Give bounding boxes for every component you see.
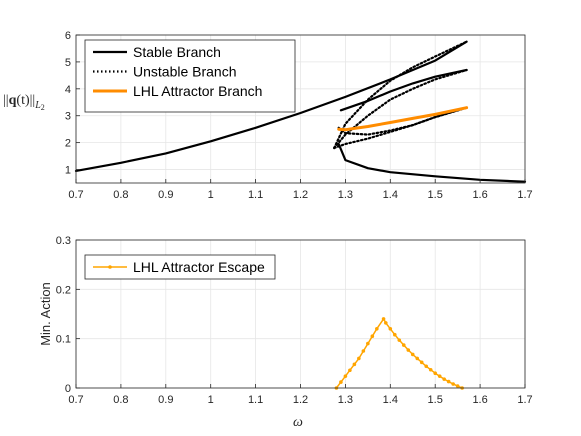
y-tick-label: 5 <box>65 57 71 69</box>
lhl-attractor-escape-point <box>437 374 442 378</box>
bottom-y-axis-label: Min. Action <box>38 282 53 346</box>
x-tick-label: 1.7 <box>517 394 532 406</box>
x-tick-label: 1.1 <box>248 394 263 406</box>
x-tick-label: 1.2 <box>293 189 308 201</box>
lhl-attractor-escape-point <box>392 332 397 337</box>
lhl-attractor-escape-point <box>397 338 402 342</box>
lhl-attractor-escape-point <box>410 352 415 357</box>
lhl-attractor-escape-point <box>451 382 455 386</box>
lhl-attractor-escape-point <box>406 348 411 352</box>
lhl-attractor-escape-point <box>424 364 429 369</box>
bottom-panel: 0.7 0.8 0.9 1 1.1 1.2 1.3 1.4 1.5 1.6 1.7 0 0.1 0.2 0.… <box>56 235 533 406</box>
stable-branch-line <box>339 68 468 112</box>
lhl-attractor-escape-point <box>446 379 451 384</box>
lhl-attractor-escape-point <box>433 371 438 376</box>
y-tick-label: 3 <box>65 111 71 123</box>
top-tick-labels: 0.7 0.8 0.9 1 1.1 1.2 1.3 1.4 1.5 1.6 1.7 1 2 3 4 5 6 <box>65 30 533 201</box>
legend-label-unstable-branch: Unstable Branch <box>133 64 237 80</box>
lhl-attractor-escape-point <box>348 368 352 373</box>
x-tick-label: 0.9 <box>158 189 173 201</box>
x-tick-label: 1.7 <box>517 189 532 201</box>
lhl-attractor-escape-point <box>343 374 348 378</box>
x-tick-label: 1.4 <box>383 394 398 406</box>
x-tick-label: 1.4 <box>383 189 398 201</box>
y-tick-label: 4 <box>65 84 71 96</box>
lhl-attractor-escape-point <box>455 384 460 388</box>
lhl-attractor-escape-point <box>428 367 433 372</box>
lhl-attractor-escape-point <box>415 356 420 361</box>
x-tick-label: 1.3 <box>338 189 353 201</box>
lhl-attractor-escape-point <box>370 334 375 339</box>
bottom-x-axis-label: ω <box>293 415 303 430</box>
y-tick-label: 0 <box>65 383 71 395</box>
legend-label-stable-branch: Stable Branch <box>133 44 221 60</box>
y-tick-label: 0.3 <box>56 235 71 247</box>
lhl-attractor-escape-point <box>419 360 424 365</box>
unstable-branch-line <box>333 68 468 150</box>
y-tick-label: 2 <box>65 138 71 150</box>
lhl-attractor-escape-point <box>442 377 446 381</box>
x-tick-label: 0.9 <box>158 394 173 406</box>
x-tick-label: 0.8 <box>113 394 128 406</box>
x-tick-label: 0.8 <box>113 189 128 201</box>
x-tick-label: 1.6 <box>472 394 487 406</box>
x-tick-label: 1.6 <box>472 189 487 201</box>
unstable-branch-line <box>337 106 468 136</box>
bottom-legend: LHL Attractor Escape <box>84 254 276 280</box>
lhl-attractor-escape-point <box>401 343 406 347</box>
legend-marker-lhl-attractor-escape <box>108 265 112 269</box>
top-legend: Stable Branch Unstable Branch LHL Attracto… <box>84 39 296 113</box>
x-tick-label: 1.2 <box>293 394 308 406</box>
x-tick-label: 1.5 <box>428 394 443 406</box>
stable-branch-line <box>74 40 468 172</box>
x-tick-label: 1.3 <box>338 394 353 406</box>
lhl-attractor-escape-point <box>388 327 393 331</box>
legend-label-lhl-attractor-branch: LHL Attractor Branch <box>133 83 262 99</box>
top-panel: 0.7 0.8 0.9 1 1.1 1.2 1.3 1.4 1.5 1.6 1.7 1 2 3 4 5 6 St… <box>65 30 533 201</box>
lhl-attractor-escape-point <box>357 356 361 361</box>
unstable-branch-line <box>333 40 468 150</box>
lhl-attractor-escape-point <box>384 321 388 325</box>
top-y-axis-label: ||q(t)||L2 <box>3 93 45 112</box>
y-tick-label: 0.2 <box>56 284 71 296</box>
lhl-attractor-escape-point <box>339 380 343 384</box>
bottom-tick-labels: 0.7 0.8 0.9 1 1.1 1.2 1.3 1.4 1.5 1.6 1.7 0 0.1 0.2 0.… <box>56 235 533 406</box>
y-tick-label: 1 <box>65 165 71 177</box>
legend-box <box>84 254 276 280</box>
lhl-attractor-escape-point <box>361 349 366 353</box>
lhl-attractor-branch-line <box>337 106 469 132</box>
lhl-attractor-escape-point <box>375 327 379 331</box>
x-tick-label: 0.7 <box>68 189 83 201</box>
y-tick-label: 0.1 <box>56 334 71 346</box>
x-tick-label: 0.7 <box>68 394 83 406</box>
x-tick-label: 1 <box>208 394 214 406</box>
lhl-attractor-escape-point <box>352 362 357 367</box>
lhl-attractor-escape-point <box>381 317 386 321</box>
x-tick-label: 1 <box>208 189 214 201</box>
y-tick-label: 6 <box>65 30 71 42</box>
lhl-attractor-escape-point <box>366 341 370 346</box>
legend-label-lhl-attractor-escape: LHL Attractor Escape <box>133 259 265 275</box>
x-tick-label: 1.5 <box>428 189 443 201</box>
x-tick-label: 1.1 <box>248 189 263 201</box>
